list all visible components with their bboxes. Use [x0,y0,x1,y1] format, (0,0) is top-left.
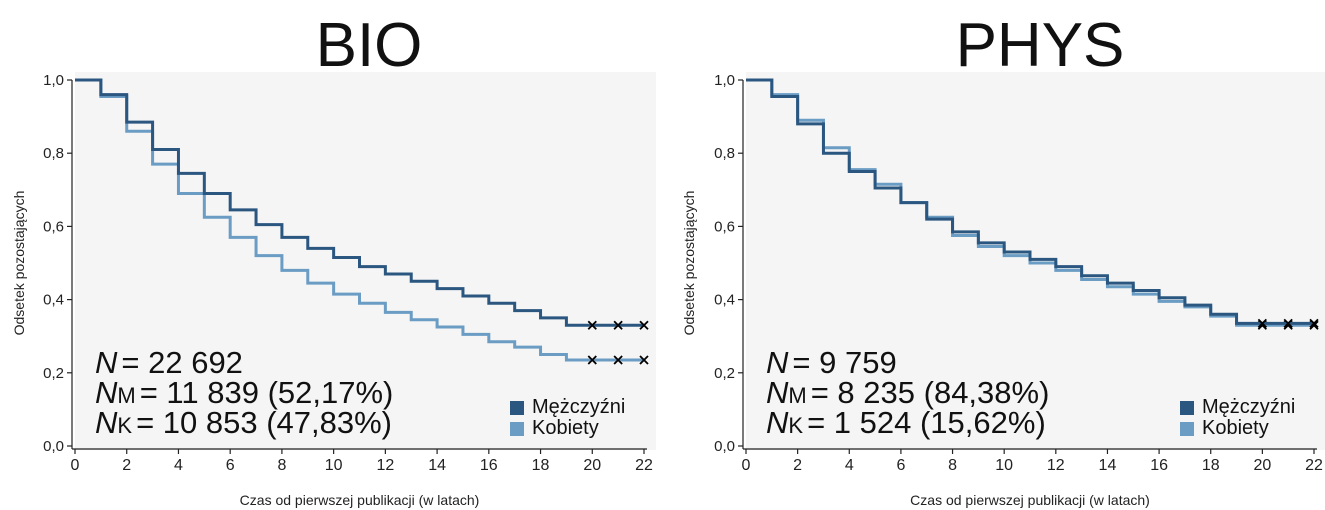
censor-mark [587,320,597,330]
annotation-n-k: NK = 10 853 (47,83%) [95,405,392,440]
censor-mark [1257,318,1267,329]
censor-mark [639,320,649,330]
annotation-n-m: NM = 11 839 (52,17%) [95,375,393,410]
legend-label-men: Mężczyźni [1202,396,1295,418]
annotation-subscript: K [788,413,803,438]
x-tick-label: 14 [428,457,446,474]
legend-label-women: Kobiety [1202,417,1269,439]
censor-mark [613,320,623,330]
series-line-women [75,78,644,362]
plot-panel [746,72,1325,450]
chart-title: PHYS [956,11,1125,80]
annotation-value: = 9 759 [792,345,896,380]
y-axis-label: Odsetek pozostających [11,191,27,336]
annotation-subscript: M [117,383,135,408]
y-tick-label: 0,8 [714,145,735,162]
legend-swatch-men [1180,401,1194,415]
chart-title: BIO [316,11,423,80]
x-tick-label: 6 [896,457,905,474]
x-axis-label: Czas od pierwszej publikacji (w latach) [910,492,1150,508]
legend-swatch-men [510,401,524,415]
x-tick-label: 12 [376,457,394,474]
legend-swatch-women [510,422,524,436]
x-tick-label: 20 [583,457,601,474]
annotation-value: = 8 235 (84,38%) [811,375,1050,410]
x-tick-label: 2 [122,457,131,474]
annotation-symbol: N [95,345,118,380]
series-line-women [746,78,1314,327]
annotation-value: = 11 839 (52,17%) [140,375,394,410]
annotation-symbol: N [95,405,118,440]
y-tick-label: 0,8 [43,145,64,162]
censor-mark [1283,318,1293,329]
y-tick-label: 0,0 [714,438,735,455]
x-tick-label: 22 [635,457,653,474]
y-tick-label: 0,0 [43,438,64,455]
annotation-n-m: NM = 8 235 (84,38%) [766,375,1049,410]
annotation-value: = 10 853 (47,83%) [136,405,392,440]
legend-swatch-women [1180,422,1194,436]
annotation-value: = 22 692 [121,345,243,380]
legend-label-women: Kobiety [532,417,599,439]
y-tick-label: 1,0 [714,72,735,89]
x-tick-label: 16 [1150,457,1168,474]
annotation-n-k: NK = 1 524 (15,62%) [766,405,1046,440]
y-tick-label: 0,6 [714,218,735,235]
censor-mark [1309,318,1319,329]
x-tick-label: 18 [532,457,550,474]
plot-panel [75,72,656,450]
annotation-symbol: N [766,375,789,410]
legend-label-men: Mężczyźni [532,396,625,418]
y-tick-label: 0,6 [43,218,64,235]
x-tick-label: 14 [1099,457,1117,474]
x-tick-label: 6 [226,457,235,474]
annotation-symbol: N [766,405,789,440]
annotation-n-total: N = 9 759 [766,345,897,380]
censor-mark [639,355,649,365]
annotation-subscript: K [117,413,132,438]
x-tick-label: 8 [277,457,286,474]
y-tick-label: 0,4 [43,292,64,309]
annotation-n-total: N = 22 692 [95,345,243,380]
x-tick-label: 16 [480,457,498,474]
annotation-subscript: M [788,383,806,408]
y-tick-label: 0,2 [43,365,64,382]
x-tick-label: 8 [948,457,957,474]
series-line-men [746,78,1314,325]
annotation-symbol: N [95,375,118,410]
x-axis-label: Czas od pierwszej publikacji (w latach) [240,492,480,508]
censor-mark [587,355,597,365]
x-tick-label: 10 [995,457,1013,474]
x-tick-label: 2 [793,457,802,474]
x-tick-label: 0 [742,457,751,474]
annotation-value: = 1 524 (15,62%) [807,405,1046,440]
y-tick-label: 0,4 [714,292,735,309]
chart-phys: PHYS 0,0 0,2 0,4 0,6 0,8 1,0 0 2 4 6 8 10 12 14 16 18 20 2… [681,11,1325,508]
y-tick-label: 0,2 [714,365,735,382]
x-tick-label: 0 [71,457,80,474]
x-tick-label: 4 [174,457,183,474]
x-tick-label: 12 [1047,457,1065,474]
x-tick-label: 10 [325,457,343,474]
censor-mark [613,355,623,365]
series-line-men [75,78,644,327]
x-tick-label: 4 [845,457,854,474]
x-tick-label: 18 [1202,457,1220,474]
annotation-symbol: N [766,345,789,380]
y-axis-label: Odsetek pozostających [681,191,697,336]
y-tick-label: 1,0 [43,72,64,89]
x-tick-label: 22 [1305,457,1323,474]
x-tick-label: 20 [1253,457,1271,474]
chart-bio: BIO 0,0 0,2 0,4 0,6 0,8 1,0 0 2 4 6 8 10 12 14 16 18 20 22… [11,11,656,508]
